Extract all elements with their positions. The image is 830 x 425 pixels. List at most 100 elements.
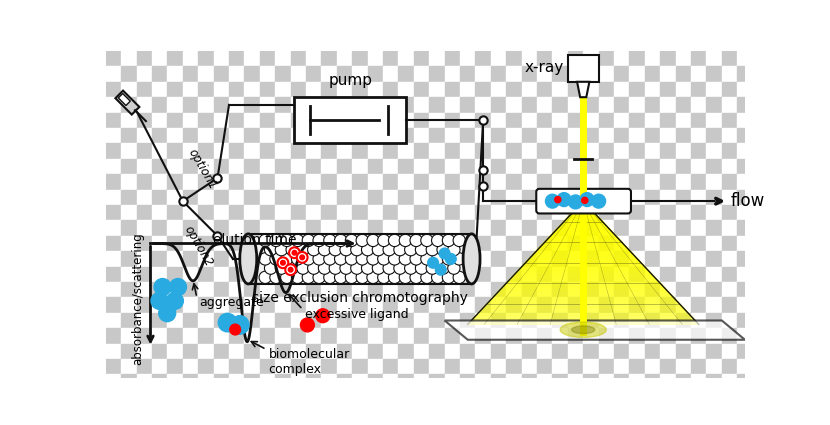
Bar [598, 282, 614, 297]
Bar [445, 266, 460, 282]
Bar [183, 236, 198, 251]
Bar [537, 205, 553, 221]
Bar [383, 251, 398, 266]
Bar [213, 51, 229, 66]
Bar [121, 359, 137, 374]
Bar [106, 282, 121, 297]
Bar [676, 128, 691, 143]
Bar [168, 282, 183, 297]
Bar [614, 251, 629, 266]
Bar [722, 328, 737, 343]
Bar [706, 266, 722, 282]
Bar [676, 143, 691, 159]
Bar [306, 298, 321, 313]
Bar [460, 159, 476, 174]
Bar [737, 128, 753, 143]
Bar [260, 298, 276, 313]
Bar [290, 97, 306, 113]
Bar [321, 266, 337, 282]
Bar [244, 374, 260, 390]
Bar [352, 313, 368, 328]
Bar [213, 221, 229, 236]
Circle shape [356, 271, 369, 283]
Bar [691, 97, 706, 113]
Bar [137, 143, 152, 159]
Bar [168, 205, 183, 221]
Circle shape [345, 253, 358, 265]
Circle shape [432, 271, 444, 283]
Text: absorbance/scattering: absorbance/scattering [131, 232, 144, 366]
Bar [722, 190, 737, 205]
Bar [106, 174, 121, 190]
Bar [398, 359, 414, 374]
Bar [398, 374, 414, 390]
Bar [429, 343, 445, 359]
Bar [352, 298, 368, 313]
Bar [414, 313, 429, 328]
Bar [260, 266, 276, 282]
Bar [121, 205, 137, 221]
Circle shape [446, 253, 457, 264]
Bar [614, 282, 629, 297]
Bar [121, 97, 137, 113]
Bar [491, 143, 506, 159]
Bar [321, 128, 337, 143]
Bar [553, 282, 568, 297]
Bar [213, 66, 229, 82]
Bar [506, 205, 521, 221]
Bar [213, 282, 229, 297]
Bar [260, 97, 276, 113]
Bar [476, 221, 491, 236]
Bar [213, 328, 229, 343]
Bar [629, 190, 645, 205]
Bar [398, 205, 414, 221]
Bar [383, 97, 398, 113]
Bar [290, 359, 306, 374]
Bar [121, 51, 137, 66]
Circle shape [297, 262, 309, 274]
Bar [445, 51, 460, 66]
Bar [568, 66, 583, 82]
Bar [198, 113, 213, 128]
Bar [198, 251, 213, 266]
Circle shape [399, 271, 412, 283]
Bar [429, 298, 445, 313]
Bar [260, 251, 276, 266]
Bar [537, 359, 553, 374]
Bar [414, 159, 429, 174]
Text: elution time: elution time [212, 233, 296, 247]
Bar [106, 236, 121, 251]
Bar [290, 266, 306, 282]
Bar [137, 113, 152, 128]
Bar [244, 113, 260, 128]
Bar [537, 251, 553, 266]
Bar [183, 113, 198, 128]
Bar [537, 266, 553, 282]
Bar [321, 143, 337, 159]
Bar [290, 374, 306, 390]
Bar [368, 66, 383, 82]
Circle shape [281, 234, 293, 246]
Bar [583, 282, 598, 297]
Polygon shape [575, 201, 591, 210]
Bar [568, 190, 583, 205]
Polygon shape [544, 201, 622, 242]
Circle shape [362, 244, 374, 256]
Bar [183, 374, 198, 390]
Bar [491, 343, 506, 359]
Bar [521, 205, 537, 221]
Bar [537, 113, 553, 128]
Circle shape [388, 234, 401, 246]
Bar [476, 51, 491, 66]
Bar [429, 128, 445, 143]
Bar [106, 205, 121, 221]
Bar [414, 236, 429, 251]
Bar [168, 313, 183, 328]
Bar [614, 221, 629, 236]
Bar [306, 251, 321, 266]
Bar [414, 174, 429, 190]
Bar [568, 236, 583, 251]
Bar [568, 97, 583, 113]
Bar [645, 251, 660, 266]
Bar [198, 174, 213, 190]
